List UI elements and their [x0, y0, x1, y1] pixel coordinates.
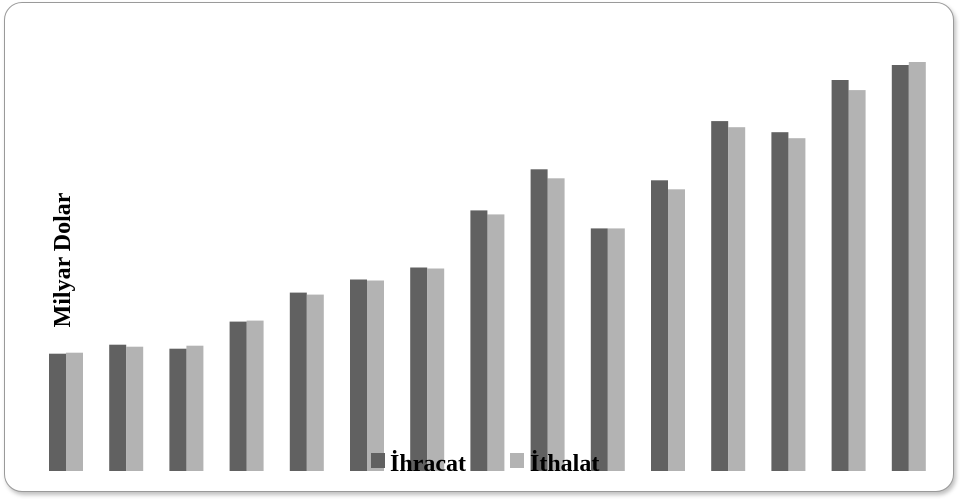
bar-ihracat-7	[410, 267, 428, 471]
bar-ithalat-15	[908, 62, 926, 471]
legend-label-ithalat: İthalat	[530, 451, 599, 477]
bar-ihracat-10	[590, 228, 608, 471]
bar-ithalat-14	[848, 90, 866, 471]
bar-ithalat-10	[607, 228, 625, 471]
bar-ihracat-11	[651, 180, 668, 472]
bar-ihracat-6	[350, 279, 367, 471]
bar-ihracat-3	[169, 348, 187, 471]
y-axis-label: Milyar Dolar	[50, 192, 76, 327]
legend-label-ihracat: İhracat	[390, 451, 466, 477]
legend-swatch-ihracat	[371, 453, 385, 468]
bar-ihracat-14	[831, 80, 849, 471]
bar-ihracat-9	[530, 169, 548, 472]
bar-ihracat-4	[229, 321, 247, 471]
bar-ithalat-9	[547, 178, 565, 472]
bar-ithalat-12	[728, 127, 746, 471]
bar-ithalat-7	[427, 268, 445, 471]
bar-ithalat-4	[246, 320, 264, 471]
bar-ithalat-11	[668, 189, 685, 472]
bars-group	[49, 62, 926, 472]
bar-ihracat-2	[109, 344, 127, 471]
bar-ihracat-8	[470, 210, 488, 471]
bar-ithalat-8	[487, 214, 505, 471]
bar-ihracat-5	[289, 292, 307, 471]
bar-ithalat-13	[788, 138, 806, 471]
bar-ihracat-15	[891, 65, 909, 471]
legend: İhracat İthalat	[371, 451, 599, 477]
bar-ihracat-13	[771, 132, 789, 471]
bar-ihracat-12	[711, 121, 729, 471]
bar-ithalat-2	[126, 346, 144, 471]
bar-ithalat-5	[306, 294, 324, 471]
bar-ihracat-1	[49, 353, 66, 471]
legend-swatch-ithalat	[510, 453, 524, 468]
bar-ithalat-1	[66, 352, 83, 471]
bar-ithalat-6	[367, 280, 384, 471]
bar-ithalat-3	[186, 345, 204, 471]
